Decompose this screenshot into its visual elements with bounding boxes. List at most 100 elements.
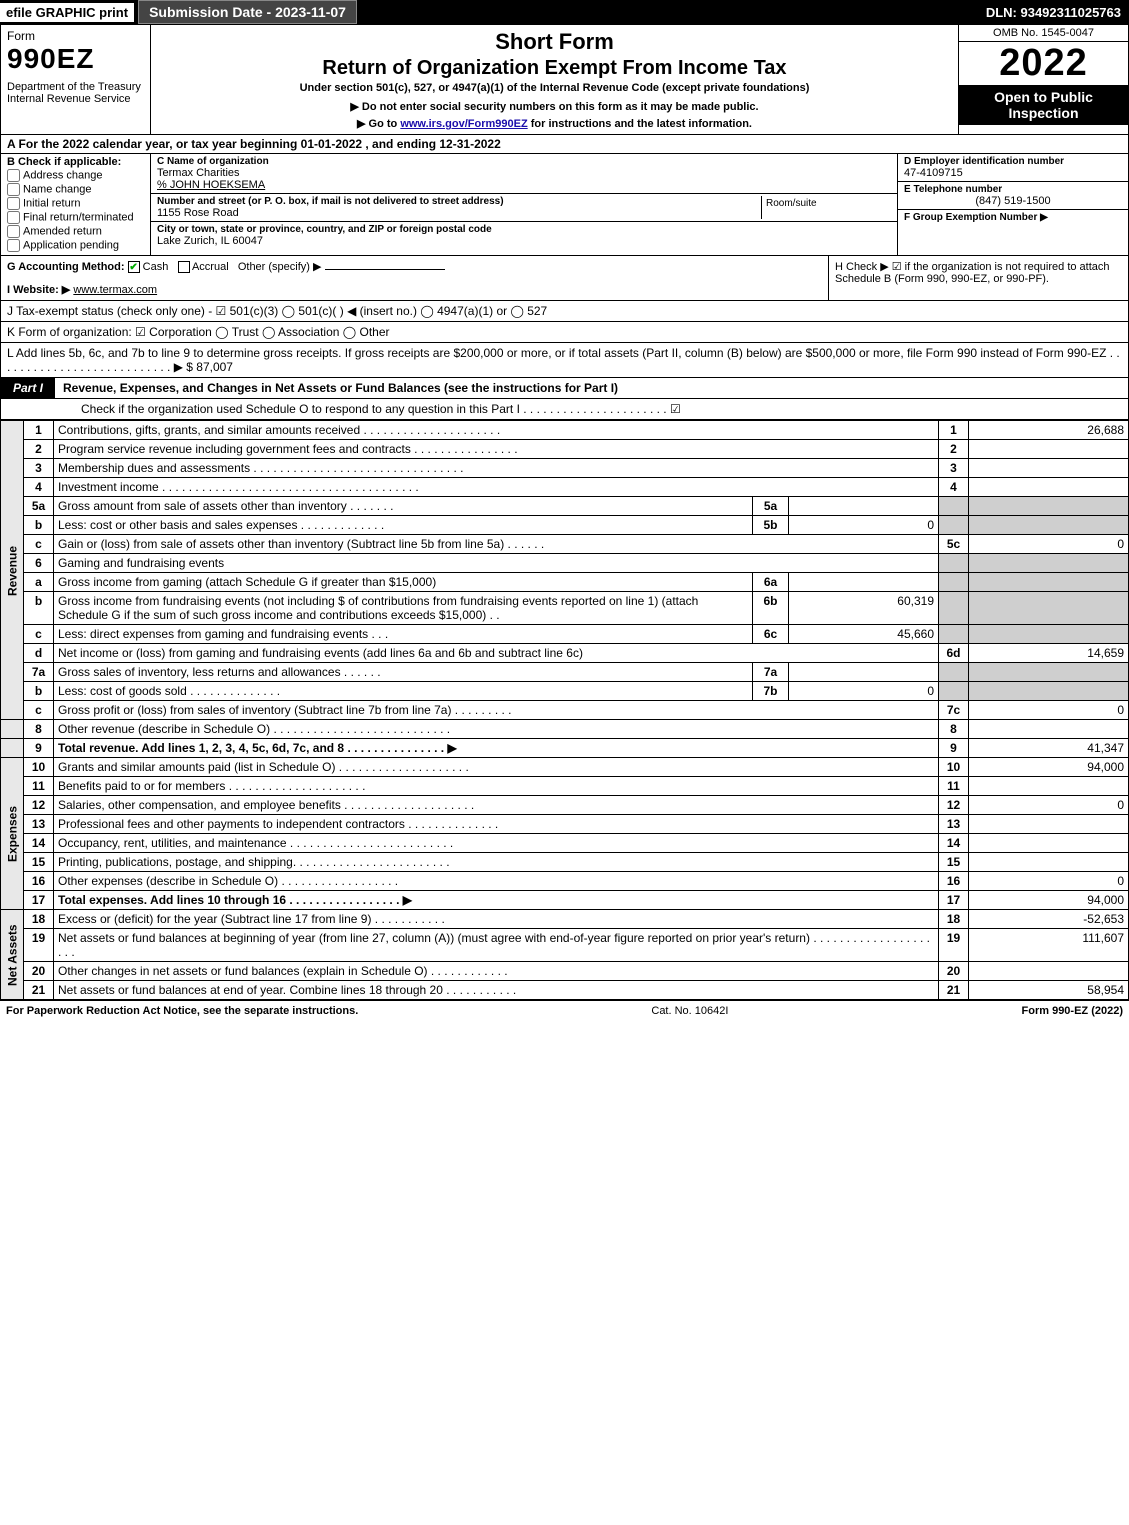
chk-amended[interactable]: Amended return bbox=[7, 225, 144, 238]
sv-7b: 0 bbox=[789, 682, 939, 701]
d-5b: Less: cost or other basis and sales expe… bbox=[54, 516, 753, 535]
ln-11: 11 bbox=[24, 777, 54, 796]
d-6d: Net income or (loss) from gaming and fun… bbox=[54, 644, 939, 663]
ln-6d: d bbox=[24, 644, 54, 663]
a-12: 0 bbox=[969, 796, 1129, 815]
under-section: Under section 501(c), 527, or 4947(a)(1)… bbox=[159, 82, 950, 94]
line-a: A For the 2022 calendar year, or tax yea… bbox=[0, 135, 1129, 154]
n-12: 12 bbox=[939, 796, 969, 815]
row-j: J Tax-exempt status (check only one) - ☑… bbox=[0, 301, 1129, 322]
n-7c: 7c bbox=[939, 701, 969, 720]
s-6a: 6a bbox=[753, 573, 789, 592]
section-b-through-f: B Check if applicable: Address change Na… bbox=[0, 154, 1129, 256]
goto-post: for instructions and the latest informat… bbox=[528, 118, 752, 130]
chk-cash[interactable] bbox=[128, 261, 140, 273]
d-8: Other revenue (describe in Schedule O) .… bbox=[54, 720, 939, 739]
a-5c: 0 bbox=[969, 535, 1129, 554]
city-label: City or town, state or province, country… bbox=[157, 224, 891, 235]
group-exempt-row: F Group Exemption Number ▶ bbox=[898, 210, 1128, 225]
chk-application-pending[interactable]: Application pending bbox=[7, 239, 144, 252]
chk-final-return[interactable]: Final return/terminated bbox=[7, 211, 144, 224]
a-8 bbox=[969, 720, 1129, 739]
room-suite: Room/suite bbox=[761, 196, 891, 219]
g-label: G Accounting Method: bbox=[7, 261, 125, 273]
ln-16: 16 bbox=[24, 872, 54, 891]
n-16: 16 bbox=[939, 872, 969, 891]
d-6c: Less: direct expenses from gaming and fu… bbox=[54, 625, 753, 644]
a-10: 94,000 bbox=[969, 758, 1129, 777]
chk-initial-return[interactable]: Initial return bbox=[7, 197, 144, 210]
header-left: Form 990EZ Department of the Treasury In… bbox=[1, 25, 151, 134]
n-3: 3 bbox=[939, 459, 969, 478]
a-3 bbox=[969, 459, 1129, 478]
n-1: 1 bbox=[939, 421, 969, 440]
d-6: Gaming and fundraising events bbox=[54, 554, 939, 573]
n-8: 8 bbox=[939, 720, 969, 739]
chk-name-change[interactable]: Name change bbox=[7, 183, 144, 196]
a-15 bbox=[969, 853, 1129, 872]
a-19: 111,607 bbox=[969, 929, 1129, 962]
d-15: Printing, publications, postage, and shi… bbox=[54, 853, 939, 872]
omb-number: OMB No. 1545-0047 bbox=[959, 25, 1128, 42]
ln-6a: a bbox=[24, 573, 54, 592]
expenses-label: Expenses bbox=[1, 758, 24, 910]
goto-link[interactable]: www.irs.gov/Form990EZ bbox=[400, 118, 527, 130]
d-14: Occupancy, rent, utilities, and maintena… bbox=[54, 834, 939, 853]
d-4: Investment income . . . . . . . . . . . … bbox=[54, 478, 939, 497]
revenue-label: Revenue bbox=[1, 421, 24, 720]
ga-6c bbox=[969, 625, 1129, 644]
ga-6a bbox=[969, 573, 1129, 592]
box-c: C Name of organization Termax Charities … bbox=[151, 154, 898, 255]
chk-accrual[interactable] bbox=[178, 261, 190, 273]
d-1: Contributions, gifts, grants, and simila… bbox=[54, 421, 939, 440]
ln-6: 6 bbox=[24, 554, 54, 573]
street: 1155 Rose Road bbox=[157, 207, 761, 219]
n-15: 15 bbox=[939, 853, 969, 872]
ln-7c: c bbox=[24, 701, 54, 720]
footer: For Paperwork Reduction Act Notice, see … bbox=[0, 1000, 1129, 1021]
a-9: 41,347 bbox=[969, 739, 1129, 758]
a-17: 94,000 bbox=[969, 891, 1129, 910]
other: Other (specify) ▶ bbox=[238, 261, 322, 273]
org-name-row: C Name of organization Termax Charities … bbox=[151, 154, 897, 194]
return-title: Return of Organization Exempt From Incom… bbox=[159, 57, 950, 80]
row-g-h: G Accounting Method: Cash Accrual Other … bbox=[0, 256, 1129, 301]
box-b: B Check if applicable: Address change Na… bbox=[1, 154, 151, 255]
a-13 bbox=[969, 815, 1129, 834]
revenue-table: Revenue 1Contributions, gifts, grants, a… bbox=[0, 420, 1129, 1000]
ein: 47-4109715 bbox=[904, 167, 1122, 179]
a-20 bbox=[969, 962, 1129, 981]
submission-date: Submission Date - 2023-11-07 bbox=[138, 0, 357, 24]
ga-6b bbox=[969, 592, 1129, 625]
d-10: Grants and similar amounts paid (list in… bbox=[54, 758, 939, 777]
d-19: Net assets or fund balances at beginning… bbox=[54, 929, 939, 962]
d-17: Total expenses. Add lines 10 through 16 … bbox=[54, 891, 939, 910]
sv-6a bbox=[789, 573, 939, 592]
chk-address-change[interactable]: Address change bbox=[7, 169, 144, 182]
row-l: L Add lines 5b, 6c, and 7b to line 9 to … bbox=[0, 343, 1129, 378]
sv-5b: 0 bbox=[789, 516, 939, 535]
tax-year: 2022 bbox=[959, 42, 1128, 85]
form-number: 990EZ bbox=[7, 43, 144, 75]
d-2: Program service revenue including govern… bbox=[54, 440, 939, 459]
ln-4: 4 bbox=[24, 478, 54, 497]
n-9: 9 bbox=[939, 739, 969, 758]
row-l-val: 87,007 bbox=[196, 360, 233, 374]
d-5a: Gross amount from sale of assets other t… bbox=[54, 497, 753, 516]
vtab-spacer bbox=[1, 720, 24, 739]
topbar: efile GRAPHIC print Submission Date - 20… bbox=[0, 0, 1129, 24]
d-12: Salaries, other compensation, and employ… bbox=[54, 796, 939, 815]
website[interactable]: www.termax.com bbox=[73, 284, 157, 296]
header-mid: Short Form Return of Organization Exempt… bbox=[151, 25, 958, 134]
other-blank[interactable] bbox=[325, 269, 445, 270]
s-5a: 5a bbox=[753, 497, 789, 516]
open-to-public: Open to Public Inspection bbox=[959, 85, 1128, 125]
group-exempt-label: F Group Exemption Number ▶ bbox=[904, 212, 1122, 223]
cash: Cash bbox=[143, 261, 169, 273]
ga-5b bbox=[969, 516, 1129, 535]
g-5a bbox=[939, 497, 969, 516]
accrual: Accrual bbox=[192, 261, 229, 273]
footer-form: Form 990-EZ (2022) bbox=[1022, 1005, 1123, 1017]
g-6b bbox=[939, 592, 969, 625]
row-h: H Check ▶ ☑ if the organization is not r… bbox=[828, 256, 1128, 300]
